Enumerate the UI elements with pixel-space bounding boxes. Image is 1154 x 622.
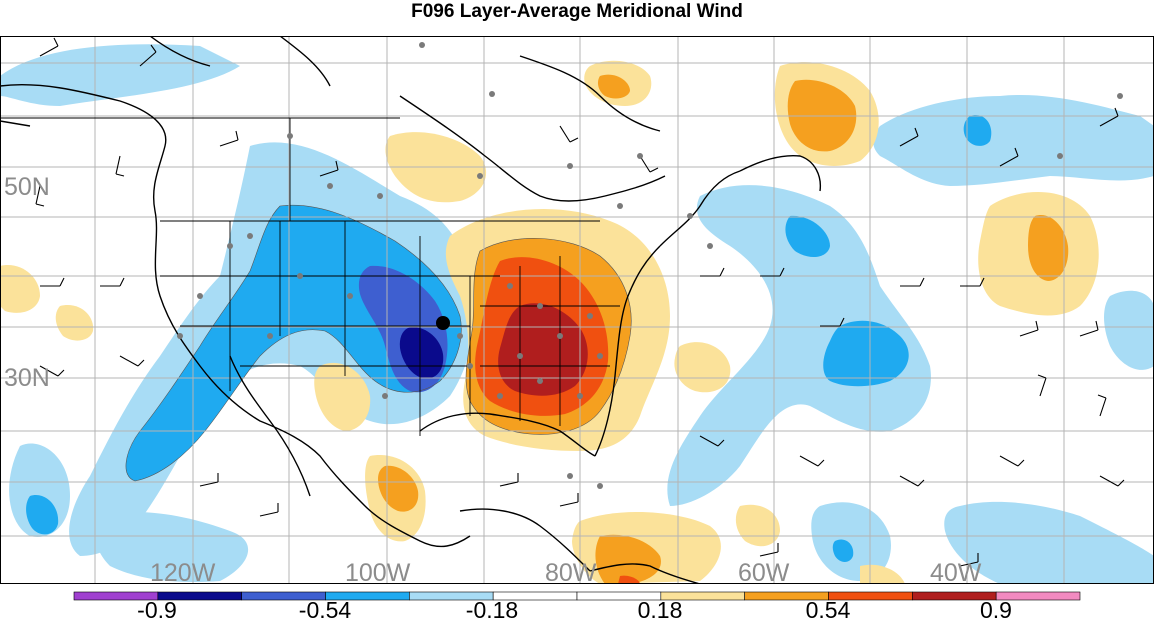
longitude-label-40w: 40W [930,559,982,584]
colorbar-tick-label: 0.18 [638,597,683,622]
colorbar-tick-label: -0.18 [466,597,518,622]
colorbar-swatches [73,591,1081,601]
longitude-label-80w: 80W [545,559,597,584]
colorbar: -0.9 -0.54 -0.18 0.18 0.54 0.9 [73,591,1081,622]
wind-barbs [35,37,1125,567]
colorbar-tick-label: 0.9 [980,597,1012,622]
colorbar-tick-label: -0.54 [299,597,352,622]
longitude-label-120w: 120W [150,559,216,584]
longitude-label-60w: 60W [738,559,790,584]
longitude-label-100w: 100W [345,559,411,584]
chart-title: F096 Layer-Average Meridional Wind [411,1,743,22]
graticule [0,36,1154,584]
positive-max-fill [498,303,588,396]
colorbar-tick-label: 0.54 [806,597,851,622]
wind-map: 50N 30N 120W 100W 80W 60W 40W [0,36,1154,584]
contour-lines [125,204,632,482]
colorbar-swatch [995,591,1081,601]
state-borders [0,117,620,436]
focus-point-marker [436,316,450,330]
anomaly-fill [0,44,1154,584]
colorbar-tick-label: -0.9 [137,597,177,622]
stations [177,42,1123,489]
latitude-label-30n: 30N [4,364,50,392]
latitude-label-50n: 50N [4,173,50,201]
colorbar-tick-labels: -0.9 -0.54 -0.18 0.18 0.54 0.9 [137,597,1012,622]
